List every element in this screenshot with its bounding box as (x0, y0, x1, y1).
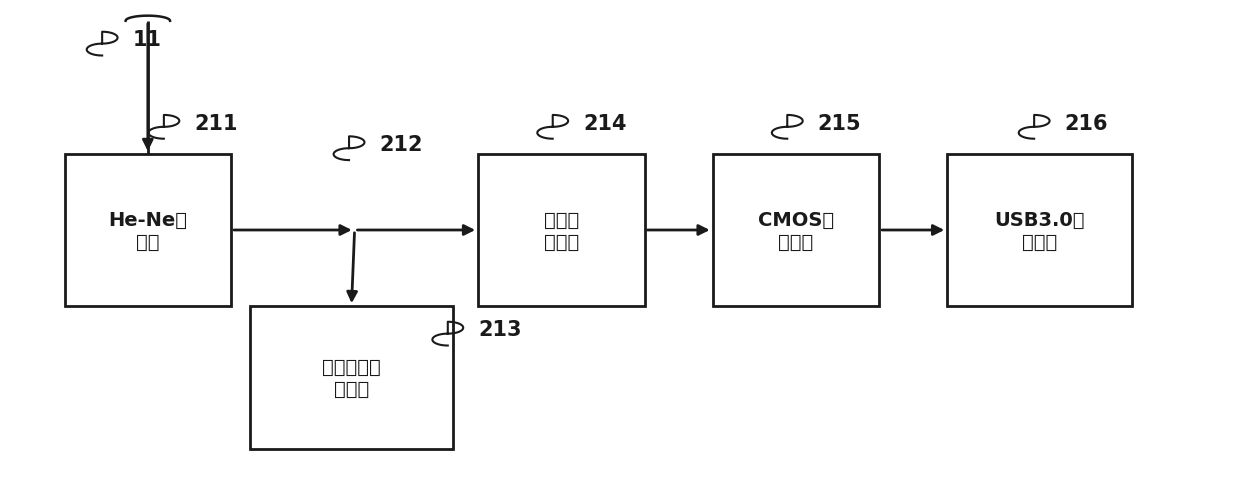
Text: 214: 214 (583, 113, 626, 133)
Text: 213: 213 (479, 320, 522, 340)
Bar (713, 155, 879, 306)
Bar (947, 155, 1132, 306)
Text: 11: 11 (133, 30, 161, 50)
Text: CMOS工
业相机: CMOS工 业相机 (758, 210, 835, 251)
Text: 光学放
大镜筒: 光学放 大镜筒 (543, 210, 579, 251)
Bar (64, 155, 231, 306)
Bar (249, 306, 454, 449)
Text: He-Ne激
光器: He-Ne激 光器 (108, 210, 187, 251)
Text: 211: 211 (195, 113, 238, 133)
Text: USB3.0图
像接口: USB3.0图 像接口 (994, 210, 1085, 251)
Text: 212: 212 (379, 134, 423, 155)
Bar (479, 155, 645, 306)
Text: 已开颅感兴
趣区域: 已开颅感兴 趣区域 (322, 357, 381, 398)
Text: 215: 215 (817, 113, 861, 133)
Text: 216: 216 (1064, 113, 1107, 133)
